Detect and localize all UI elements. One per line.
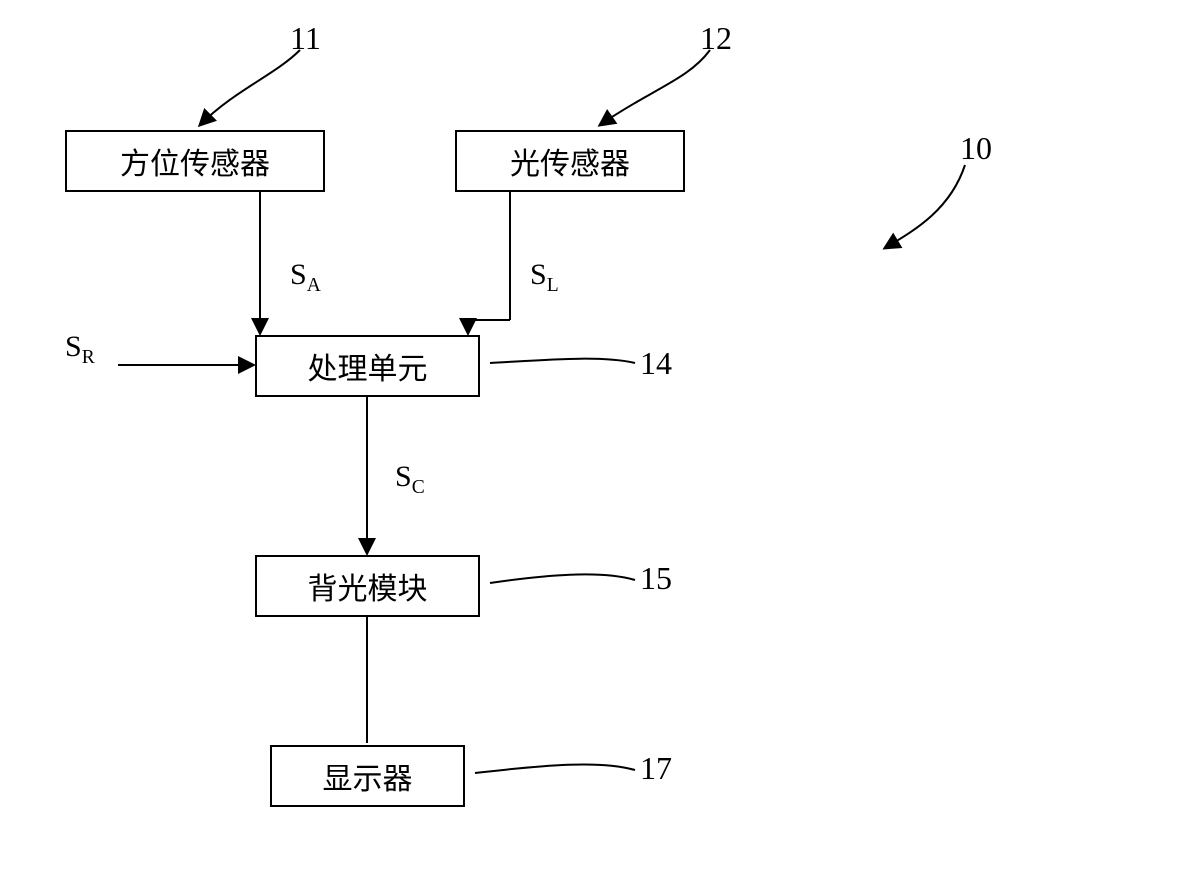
tag-17: 17 [640, 750, 672, 787]
signal-sl-label: SL [530, 258, 559, 297]
node-light-sensor-label: 光传感器 [510, 139, 630, 183]
signal-sr-label: SR [65, 330, 95, 369]
node-azimuth-sensor-label: 方位传感器 [120, 139, 270, 183]
diagram-canvas: 方位传感器 光传感器 处理单元 背光模块 显示器 SA SL SR SC 11 … [0, 0, 1200, 870]
node-azimuth-sensor: 方位传感器 [65, 130, 325, 192]
tag-11: 11 [290, 20, 321, 57]
tag-15: 15 [640, 560, 672, 597]
node-display: 显示器 [270, 745, 465, 807]
node-processor: 处理单元 [255, 335, 480, 397]
signal-sc-label: SC [395, 460, 425, 499]
node-processor-label: 处理单元 [308, 344, 428, 388]
tag-12: 12 [700, 20, 732, 57]
node-backlight-label: 背光模块 [308, 564, 428, 608]
node-backlight: 背光模块 [255, 555, 480, 617]
signal-sa-label: SA [290, 258, 321, 297]
tag-10: 10 [960, 130, 992, 167]
node-display-label: 显示器 [323, 754, 413, 798]
tag-14: 14 [640, 345, 672, 382]
node-light-sensor: 光传感器 [455, 130, 685, 192]
